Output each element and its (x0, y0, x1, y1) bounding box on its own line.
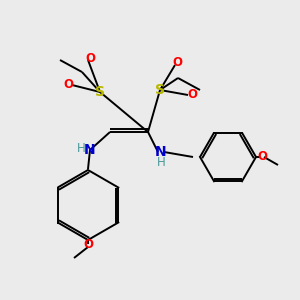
Text: O: O (172, 56, 182, 70)
Text: S: S (155, 83, 165, 97)
Text: O: O (187, 88, 197, 101)
Text: O: O (257, 151, 267, 164)
Text: S: S (95, 85, 105, 99)
Text: O: O (83, 238, 93, 251)
Text: N: N (84, 143, 96, 157)
Text: O: O (63, 79, 73, 92)
Text: N: N (155, 145, 167, 159)
Text: H: H (157, 155, 165, 169)
Text: H: H (76, 142, 85, 154)
Text: O: O (85, 52, 95, 64)
